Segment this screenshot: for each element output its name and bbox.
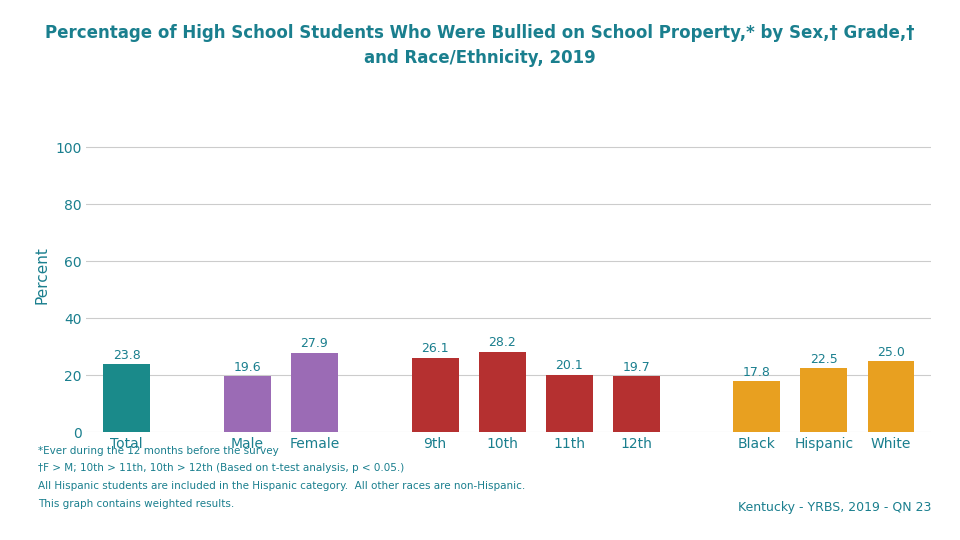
Text: Kentucky - YRBS, 2019 - QN 23: Kentucky - YRBS, 2019 - QN 23 [738,501,931,514]
Text: *Ever during the 12 months before the survey: *Ever during the 12 months before the su… [38,446,279,456]
Text: 25.0: 25.0 [877,346,905,359]
Text: 22.5: 22.5 [810,353,838,366]
Bar [612,376,660,432]
Bar [479,352,525,432]
Bar [291,353,338,432]
Bar [103,364,150,432]
Text: 23.8: 23.8 [112,349,140,362]
Bar [868,361,915,432]
Text: 28.2: 28.2 [489,336,516,349]
Text: 17.8: 17.8 [743,366,771,379]
Text: 19.7: 19.7 [622,361,650,374]
Bar [801,368,848,432]
Text: All Hispanic students are included in the Hispanic category.  All other races ar: All Hispanic students are included in th… [38,481,526,491]
Text: and Race/Ethnicity, 2019: and Race/Ethnicity, 2019 [364,49,596,66]
Text: This graph contains weighted results.: This graph contains weighted results. [38,499,234,509]
Text: 26.1: 26.1 [421,342,449,355]
Text: Percentage of High School Students Who Were Bullied on School Property,* by Sex,: Percentage of High School Students Who W… [45,24,915,42]
Bar [733,381,780,432]
Text: 27.9: 27.9 [300,338,328,350]
Bar [224,376,271,432]
Text: †F > M; 10th > 11th, 10th > 12th (Based on t-test analysis, p < 0.05.): †F > M; 10th > 11th, 10th > 12th (Based … [38,463,405,474]
Bar [412,357,459,432]
Y-axis label: Percent: Percent [35,246,50,305]
Text: 20.1: 20.1 [555,360,583,373]
Text: 19.6: 19.6 [233,361,261,374]
Bar [545,375,592,432]
